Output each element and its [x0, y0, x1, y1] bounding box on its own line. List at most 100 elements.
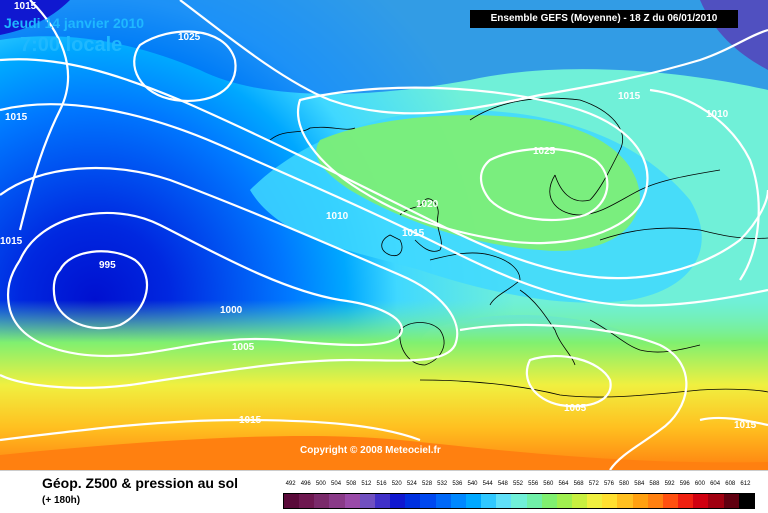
isobar-1010-med	[459, 323, 688, 470]
color-scale-label: 608	[725, 481, 736, 487]
isobar-1005-med	[525, 355, 612, 408]
color-scale-swatch	[647, 494, 663, 508]
isobar-1005	[0, 166, 459, 389]
color-scale-bar	[283, 493, 755, 509]
color-scale-swatch	[374, 494, 391, 508]
cold-corner-nw	[0, 0, 70, 35]
isobar-1025-w	[133, 30, 237, 103]
color-scale-swatch	[420, 494, 436, 508]
isobar-1020	[297, 86, 649, 245]
isobar-label: 1025	[533, 146, 556, 157]
isobar-label: 1000	[220, 305, 243, 316]
color-scale-label: 596	[679, 481, 690, 487]
color-scale-label: 568	[573, 481, 584, 487]
color-scale-label: 572	[588, 481, 599, 487]
color-scale-swatch	[481, 494, 497, 508]
color-scale-swatch	[405, 494, 421, 508]
color-scale-swatch	[314, 494, 330, 508]
color-scale-label: 532	[437, 481, 448, 487]
isobar-1010-a	[0, 103, 768, 307]
color-scale-swatch	[359, 494, 375, 508]
color-scale-swatch	[571, 494, 588, 508]
isobar-labels: 1015 1025 1015 1015 1015 1010 1025 1020 …	[0, 1, 757, 431]
color-scale-label: 528	[422, 481, 433, 487]
isobar-label: 1020	[416, 199, 439, 210]
color-scale-swatch	[344, 494, 360, 508]
isobar-1015-se	[699, 416, 768, 427]
color-scale-label: 552	[512, 481, 523, 487]
color-scale-label: 504	[331, 481, 342, 487]
color-scale-swatch	[465, 494, 482, 508]
isobar-1000	[6, 211, 403, 357]
isobar-label: 1015	[402, 228, 425, 239]
forecast-time: 7:00 locale	[20, 34, 123, 56]
color-scale-label: 520	[391, 481, 402, 487]
isobar-1015-nw	[18, 0, 70, 231]
warm-band-orange	[0, 435, 768, 470]
color-scale-label: 512	[361, 481, 372, 487]
isobar-995	[52, 250, 149, 330]
color-scale-label: 540	[467, 481, 478, 487]
isobar-1010-e	[649, 88, 760, 281]
color-scale-label: 588	[649, 481, 660, 487]
color-scale-label: 604	[710, 481, 721, 487]
color-scale-swatch	[662, 494, 679, 508]
color-scale-label: 560	[543, 481, 554, 487]
legend-title: Géop. Z500 & pression au sol	[42, 475, 239, 491]
copyright-notice: Copyright © 2008 Meteociel.fr	[300, 445, 441, 456]
color-scale-swatch	[632, 494, 648, 508]
isobar-label: 1005	[564, 403, 587, 414]
color-scale-label: 516	[376, 481, 387, 487]
color-scale-label: 524	[406, 481, 417, 487]
model-run-info: Ensemble GEFS (Moyenne) - 18 Z du 06/01/…	[470, 10, 738, 28]
isobar-label: 1015	[5, 112, 28, 123]
isobar-label: 1015	[0, 236, 23, 247]
color-scale-swatch	[435, 494, 451, 508]
color-scale-swatch	[329, 494, 345, 508]
color-scale-swatch	[738, 494, 754, 508]
color-scale-swatch	[617, 494, 633, 508]
isobar-label: 1005	[232, 342, 255, 353]
color-scale-swatch	[511, 494, 527, 508]
color-scale-swatch	[693, 494, 709, 508]
legend-subtitle: (+ 180h)	[42, 495, 81, 506]
isobar-1025-e	[479, 147, 609, 222]
color-scale-label: 600	[694, 481, 705, 487]
color-scale-swatch	[390, 494, 406, 508]
color-scale-label: 508	[346, 481, 357, 487]
isobar-label: 1015	[618, 91, 641, 102]
isobar-1015-s	[0, 418, 421, 442]
isobar-label: 1010	[706, 109, 729, 120]
color-scale-label: 548	[497, 481, 508, 487]
color-scale-labels: 492 496 500 504 508 512 516 520 524 528 532 536 540 5…	[283, 481, 753, 491]
color-scale-label: 592	[664, 481, 675, 487]
color-scale-label: 612	[740, 481, 751, 487]
color-scale-swatch	[496, 494, 512, 508]
color-scale-swatch	[602, 494, 618, 508]
isobar-label: 1015	[734, 420, 757, 431]
color-scale-label: 556	[528, 481, 539, 487]
color-scale-label: 536	[452, 481, 463, 487]
color-scale-swatch	[299, 494, 315, 508]
isobar-label: 995	[99, 260, 116, 271]
isobar-label: 1010	[326, 211, 349, 222]
isobars	[0, 0, 768, 470]
color-scale-swatch	[526, 494, 542, 508]
forecast-date: Jeudi 14 janvier 2010	[4, 15, 145, 31]
color-scale-label: 580	[619, 481, 630, 487]
color-scale-label: 576	[603, 481, 614, 487]
color-scale-label: 564	[558, 481, 569, 487]
isobar-label: 1025	[178, 32, 201, 43]
isobar-label: 1015	[239, 415, 262, 426]
color-scale: 492 496 500 504 508 512 516 520 524 528 532 536 540 5…	[283, 481, 755, 509]
color-scale-label: 496	[300, 481, 311, 487]
color-scale-swatch	[587, 494, 603, 508]
color-scale-swatch	[708, 494, 724, 508]
legend-panel: Géop. Z500 & pression au sol (+ 180h) 49…	[0, 470, 768, 513]
color-scale-label: 544	[482, 481, 493, 487]
color-scale-swatch	[450, 494, 466, 508]
isobar-1015-top	[179, 0, 768, 115]
color-scale-label: 584	[634, 481, 645, 487]
color-scale-swatch	[556, 494, 572, 508]
